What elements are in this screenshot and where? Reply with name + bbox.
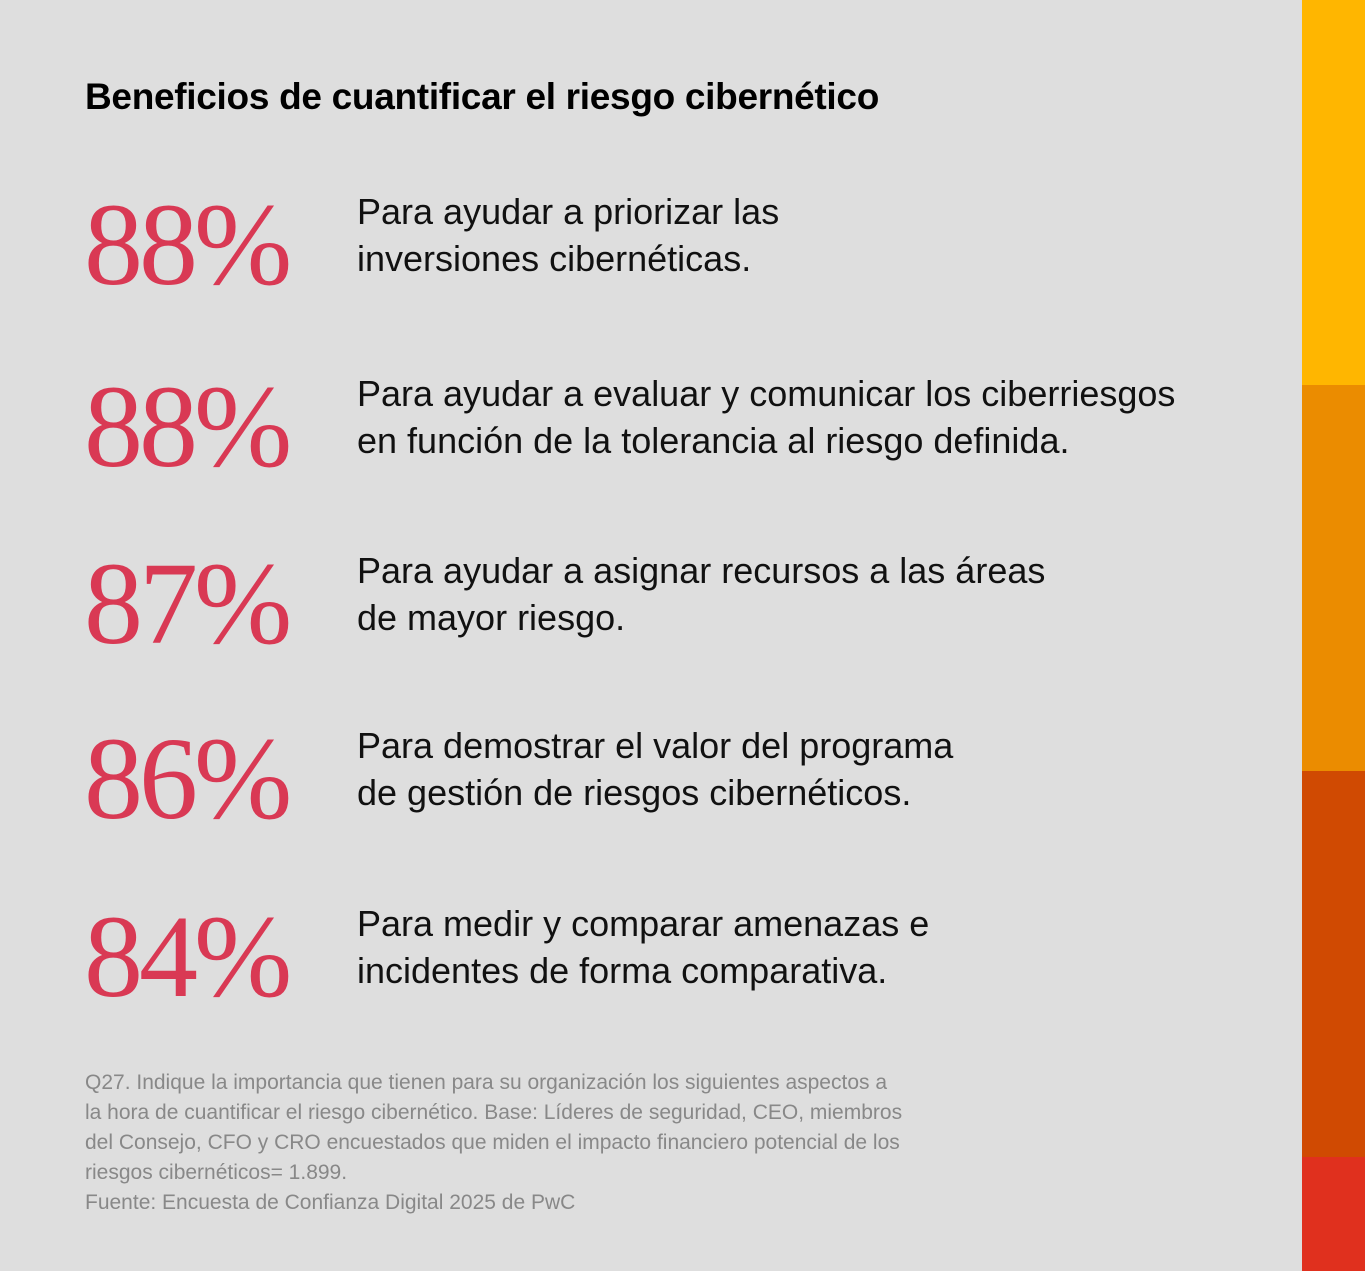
- footnote: Q27. Indique la importancia que tienen p…: [85, 1068, 1085, 1218]
- desc-line: de gestión de riesgos cibernéticos.: [357, 772, 912, 813]
- stat-value: 88%: [84, 361, 292, 492]
- stat-description: Para ayudar a asignar recursos a las áre…: [357, 547, 1277, 641]
- color-bar-segment: [1302, 1157, 1365, 1271]
- stat-row: 86% Para demostrar el valor del programa…: [84, 720, 1284, 840]
- footnote-source: Fuente: Encuesta de Confianza Digital 20…: [85, 1191, 576, 1214]
- footnote-line: la hora de cuantificar el riesgo ciberné…: [85, 1101, 903, 1124]
- footnote-line: del Consejo, CFO y CRO encuestados que m…: [85, 1131, 900, 1154]
- desc-line: Para ayudar a asignar recursos a las áre…: [357, 550, 1046, 591]
- color-bar-segment: [1302, 385, 1365, 771]
- desc-line: en función de la tolerancia al riesgo de…: [357, 420, 1070, 461]
- desc-line: Para ayudar a evaluar y comunicar los ci…: [357, 373, 1176, 414]
- desc-line: incidentes de forma comparativa.: [357, 950, 888, 991]
- desc-line: Para medir y comparar amenazas e: [357, 903, 930, 944]
- stat-description: Para ayudar a priorizar las inversiones c…: [357, 188, 1277, 282]
- stat-row: 88% Para ayudar a priorizar las inversion…: [84, 186, 1284, 306]
- footnote-line: Q27. Indique la importancia que tienen p…: [85, 1071, 888, 1094]
- stat-row: 87% Para ayudar a asignar recursos a las…: [84, 545, 1284, 665]
- desc-line: inversiones cibernéticas.: [357, 238, 752, 279]
- stat-description: Para medir y comparar amenazas e incident…: [357, 900, 1277, 994]
- desc-line: Para ayudar a priorizar las: [357, 191, 780, 232]
- color-bar-segment: [1302, 0, 1365, 385]
- desc-line: Para demostrar el valor del programa: [357, 725, 954, 766]
- stat-description: Para demostrar el valor del programa de g…: [357, 722, 1277, 816]
- stat-value: 86%: [84, 713, 292, 844]
- page-title: Beneficios de cuantificar el riesgo cibe…: [85, 76, 879, 117]
- stat-value: 88%: [84, 179, 292, 310]
- stat-value: 87%: [84, 538, 292, 669]
- stat-row: 88% Para ayudar a evaluar y comunicar lo…: [84, 368, 1284, 488]
- stat-value: 84%: [84, 891, 292, 1022]
- footnote-line: riesgos cibernéticos= 1.899.: [85, 1161, 348, 1184]
- stat-description: Para ayudar a evaluar y comunicar los ci…: [357, 370, 1277, 464]
- stat-row: 84% Para medir y comparar amenazas e inci…: [84, 898, 1284, 1018]
- color-bar-segment: [1302, 771, 1365, 1157]
- desc-line: de mayor riesgo.: [357, 597, 626, 638]
